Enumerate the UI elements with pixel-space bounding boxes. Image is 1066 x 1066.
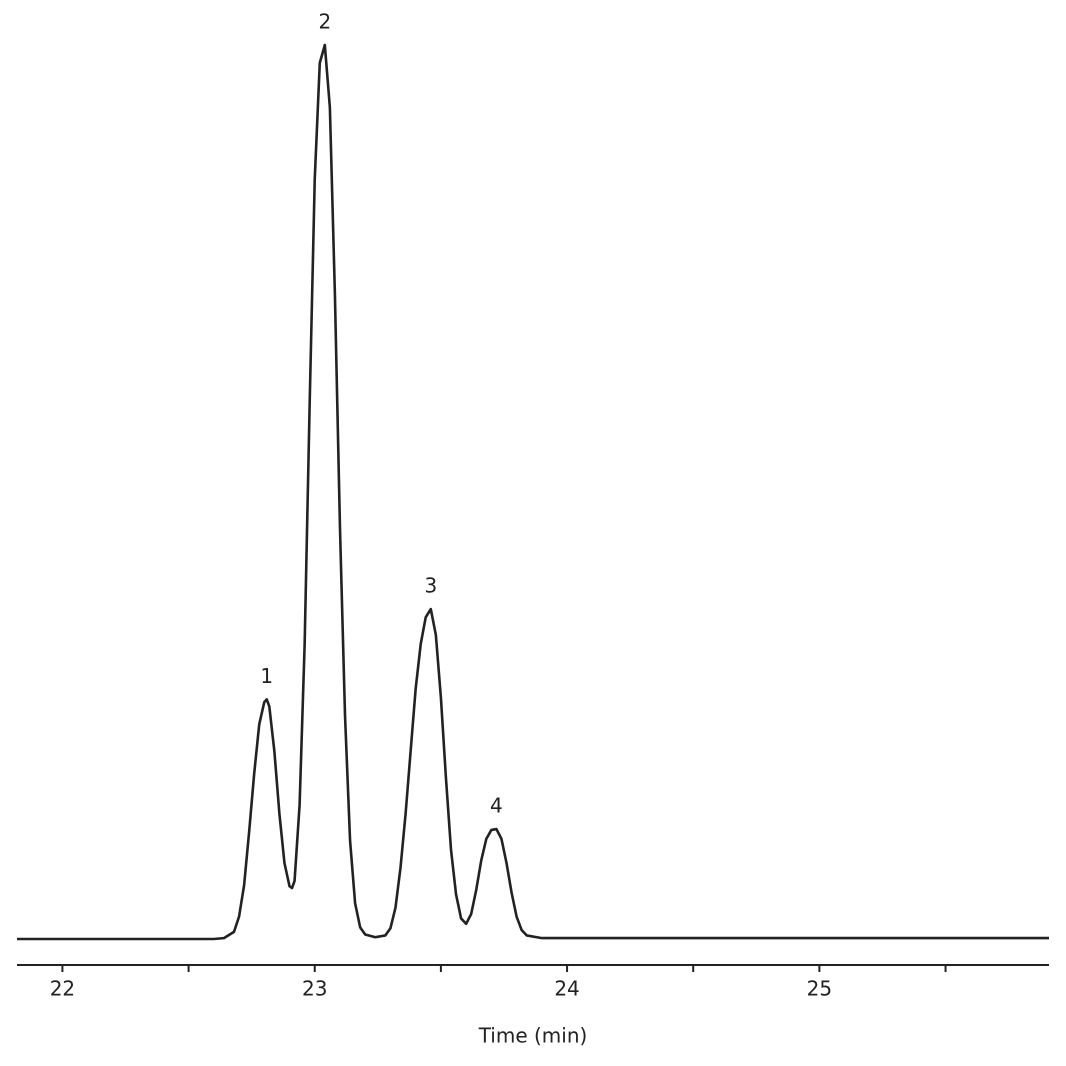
- signal-line: [17, 43, 1049, 941]
- x-tick-label: 25: [807, 977, 832, 1001]
- peak-label: 4: [490, 794, 503, 818]
- x-tick-label: 23: [302, 977, 327, 1001]
- peak-label: 3: [424, 574, 437, 598]
- x-axis-label: Time (min): [478, 1024, 588, 1048]
- x-tick-label: 24: [554, 977, 579, 1001]
- peak-label: 1: [260, 664, 273, 688]
- x-tick-label: 22: [50, 977, 75, 1001]
- peak-label: 2: [318, 10, 331, 34]
